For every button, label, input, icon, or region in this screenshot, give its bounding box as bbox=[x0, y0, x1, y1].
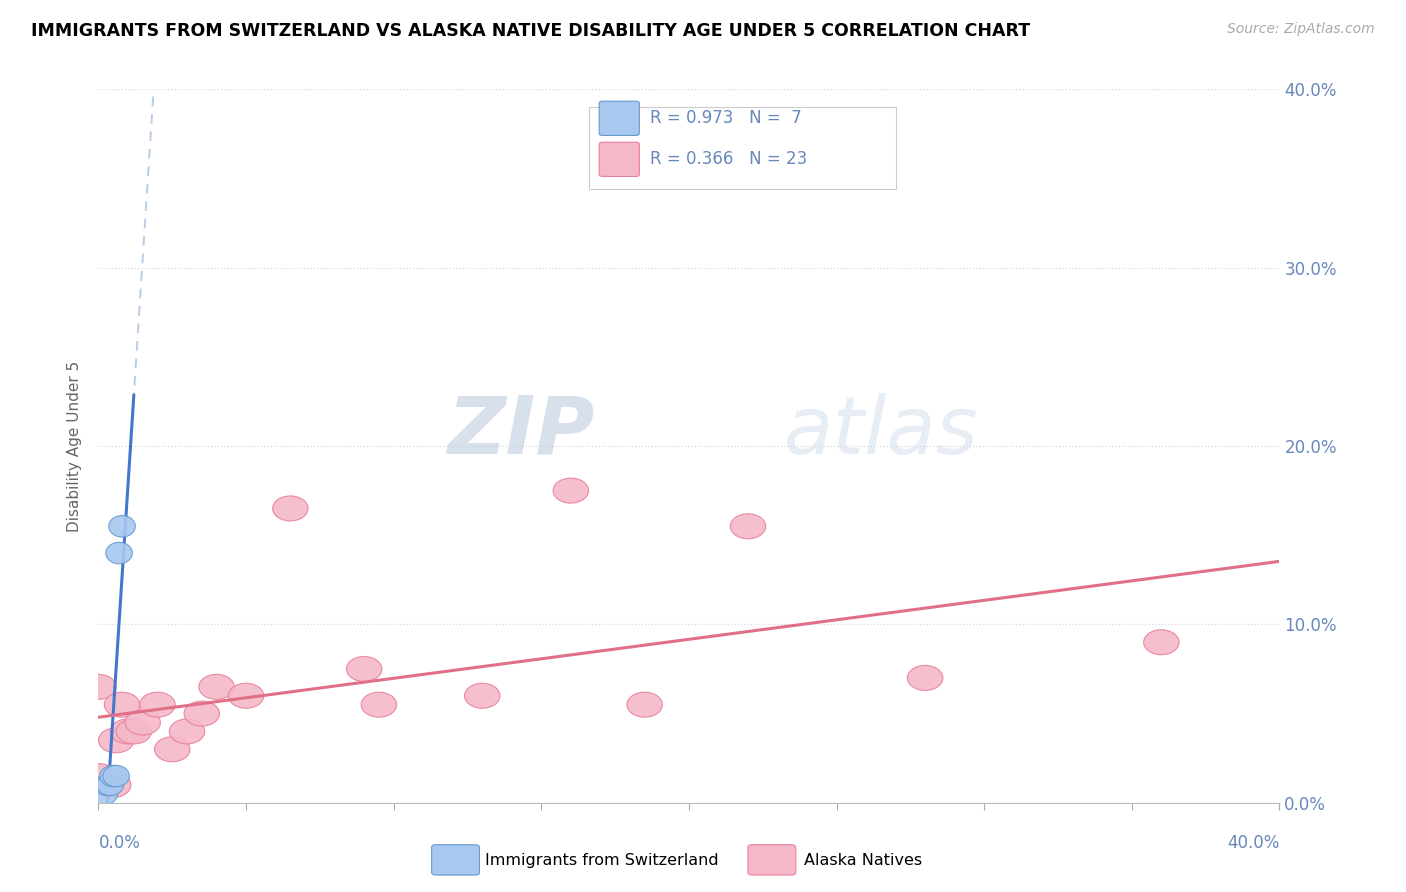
FancyBboxPatch shape bbox=[589, 107, 896, 189]
FancyBboxPatch shape bbox=[599, 142, 640, 177]
Ellipse shape bbox=[103, 765, 129, 787]
Ellipse shape bbox=[361, 692, 396, 717]
FancyBboxPatch shape bbox=[599, 101, 640, 136]
Text: 0.0%: 0.0% bbox=[98, 834, 141, 852]
Ellipse shape bbox=[117, 719, 152, 744]
Text: ZIP: ZIP bbox=[447, 392, 595, 471]
Ellipse shape bbox=[198, 674, 235, 699]
Ellipse shape bbox=[104, 692, 139, 717]
Ellipse shape bbox=[139, 692, 176, 717]
Ellipse shape bbox=[1143, 630, 1180, 655]
Ellipse shape bbox=[155, 737, 190, 762]
Text: Source: ZipAtlas.com: Source: ZipAtlas.com bbox=[1227, 22, 1375, 37]
Ellipse shape bbox=[100, 765, 127, 787]
Ellipse shape bbox=[184, 701, 219, 726]
Ellipse shape bbox=[96, 772, 131, 797]
Ellipse shape bbox=[169, 719, 205, 744]
Ellipse shape bbox=[105, 542, 132, 564]
Ellipse shape bbox=[80, 764, 117, 789]
Ellipse shape bbox=[108, 516, 135, 537]
Text: R = 0.973   N =  7: R = 0.973 N = 7 bbox=[650, 110, 801, 128]
Text: 40.0%: 40.0% bbox=[1227, 834, 1279, 852]
Ellipse shape bbox=[80, 674, 117, 699]
Ellipse shape bbox=[228, 683, 264, 708]
Ellipse shape bbox=[97, 774, 124, 796]
Text: IMMIGRANTS FROM SWITZERLAND VS ALASKA NATIVE DISABILITY AGE UNDER 5 CORRELATION : IMMIGRANTS FROM SWITZERLAND VS ALASKA NA… bbox=[31, 22, 1031, 40]
Ellipse shape bbox=[730, 514, 766, 539]
Ellipse shape bbox=[553, 478, 589, 503]
Text: atlas: atlas bbox=[783, 392, 979, 471]
Y-axis label: Disability Age Under 5: Disability Age Under 5 bbox=[67, 360, 83, 532]
Ellipse shape bbox=[125, 710, 160, 735]
Ellipse shape bbox=[346, 657, 382, 681]
Text: R = 0.366   N = 23: R = 0.366 N = 23 bbox=[650, 151, 807, 169]
Ellipse shape bbox=[91, 783, 118, 805]
Ellipse shape bbox=[464, 683, 501, 708]
Text: Immigrants from Switzerland: Immigrants from Switzerland bbox=[485, 854, 718, 868]
Ellipse shape bbox=[98, 728, 134, 753]
Ellipse shape bbox=[110, 719, 146, 744]
Ellipse shape bbox=[627, 692, 662, 717]
Text: Alaska Natives: Alaska Natives bbox=[804, 854, 922, 868]
Ellipse shape bbox=[273, 496, 308, 521]
Ellipse shape bbox=[94, 774, 121, 796]
Ellipse shape bbox=[907, 665, 943, 690]
